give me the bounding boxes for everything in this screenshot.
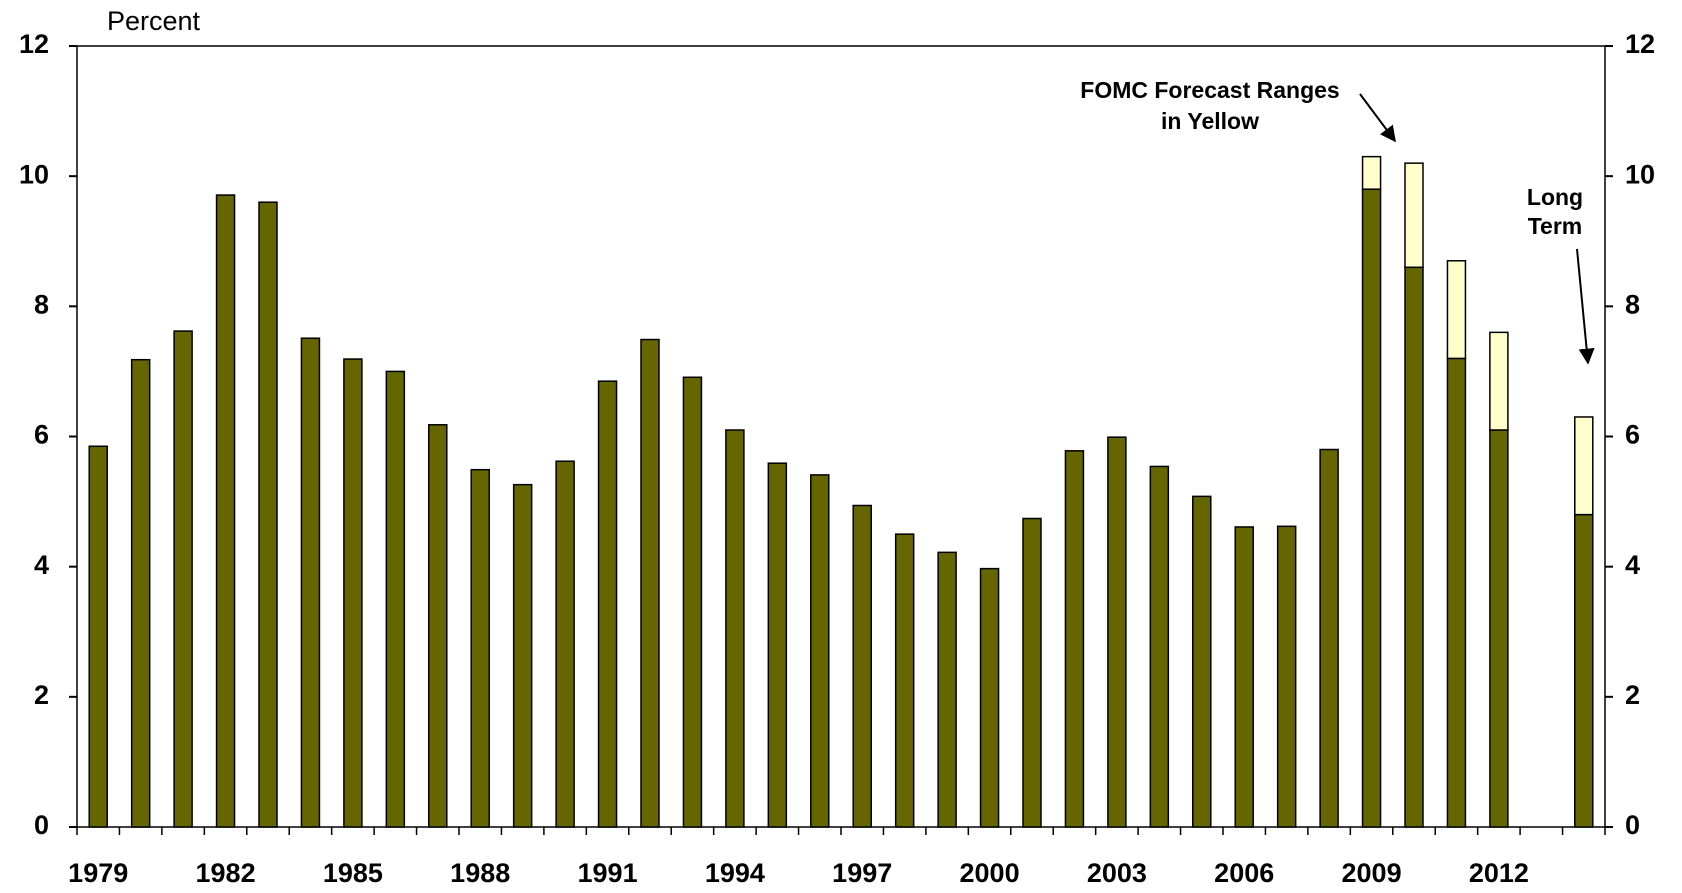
bar-segment (1361, 155, 1382, 190)
bar-segment (852, 504, 872, 828)
bar-segment (1361, 188, 1382, 828)
y-tick-label: 6 (34, 420, 49, 450)
bar-segment (1574, 416, 1594, 516)
x-tick-label: 1982 (196, 858, 256, 888)
x-tick-label: 2012 (1469, 858, 1529, 888)
bar-segment (88, 445, 108, 828)
x-tick-label: 2000 (960, 858, 1020, 888)
bar-segment (810, 474, 830, 828)
y2-tick-label: 10 (1625, 159, 1655, 189)
bar-segment (1022, 517, 1042, 828)
bar-segment (894, 533, 915, 828)
y-tick-label: 12 (19, 29, 49, 59)
bar-segment (215, 194, 236, 828)
y-tick-label: 2 (34, 680, 49, 710)
bar-segment (428, 424, 448, 828)
bar-segment (1064, 450, 1085, 828)
annotation-arrow (1359, 93, 1396, 143)
bar-segment (555, 460, 575, 828)
bar-segment (470, 468, 490, 828)
bar-segment (1574, 513, 1594, 828)
bar-segment (1489, 429, 1509, 828)
annotation: Long (1527, 184, 1583, 210)
annotation-arrow (1576, 248, 1595, 365)
bar-segment (1149, 465, 1170, 828)
bar-segment (512, 483, 533, 828)
bar-segment (725, 429, 745, 828)
y2-tick-label: 12 (1625, 29, 1655, 59)
bar-segment (937, 551, 957, 828)
y-tick-label: 0 (34, 810, 49, 840)
bar-segment (1404, 162, 1424, 269)
annotation: in Yellow (1161, 108, 1259, 134)
annotation: FOMC Forecast Ranges (1080, 77, 1339, 103)
x-tick-label: 2003 (1087, 858, 1147, 888)
x-tick-label: 2009 (1342, 858, 1402, 888)
annotation: Term (1528, 213, 1583, 239)
bar-segment (1234, 526, 1254, 828)
bar-segment (1192, 495, 1212, 828)
bar-segment (1107, 436, 1127, 828)
bar-segment (173, 330, 193, 828)
bar-segment (1319, 448, 1339, 828)
x-tick-label: 2006 (1214, 858, 1274, 888)
bar-segment (1404, 266, 1424, 828)
y2-tick-label: 6 (1625, 420, 1640, 450)
y2-tick-label: 2 (1625, 680, 1640, 710)
y-axis-label: Percent (107, 6, 201, 36)
bar-segment (682, 376, 703, 828)
x-tick-label: 1994 (705, 858, 765, 888)
x-tick-label: 1988 (450, 858, 510, 888)
y2-tick-label: 0 (1625, 810, 1640, 840)
bar-segment (343, 358, 363, 828)
x-tick-label: 1997 (832, 858, 892, 888)
bar-segment (1446, 357, 1467, 828)
y-tick-label: 4 (34, 550, 49, 580)
bar-segment (258, 201, 278, 828)
bar-segment (1276, 525, 1297, 828)
bar-segment (979, 567, 1000, 828)
bar-segment (130, 358, 151, 828)
bar-segment (1446, 260, 1467, 360)
bar-segment (300, 337, 321, 828)
bar-segment (385, 370, 406, 828)
y-tick-label: 10 (19, 159, 49, 189)
y2-tick-label: 8 (1625, 289, 1640, 319)
y2-tick-label: 4 (1625, 550, 1640, 580)
x-tick-label: 1991 (578, 858, 638, 888)
x-tick-label: 1985 (323, 858, 383, 888)
bar-segment (1489, 331, 1509, 431)
y-tick-label: 8 (34, 289, 49, 319)
bar-segment (597, 380, 618, 828)
x-tick-label: 1979 (68, 858, 128, 888)
bar-segment (640, 338, 660, 828)
bar-segment (767, 462, 788, 828)
